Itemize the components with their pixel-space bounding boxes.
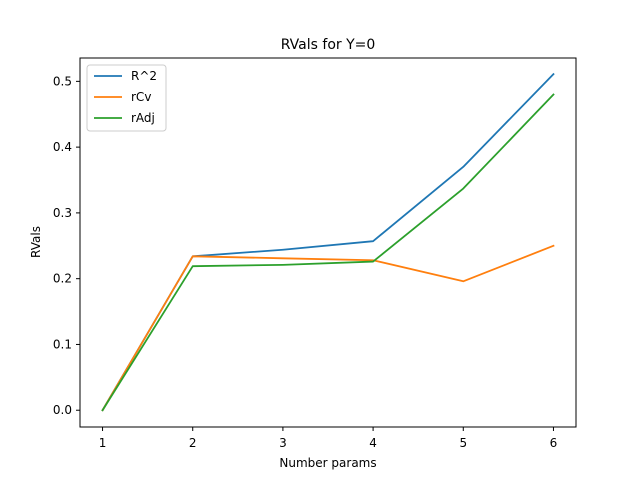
x-tick-label: 4 <box>369 436 377 450</box>
chart-title: RVals for Y=0 <box>281 37 376 53</box>
legend-label: rAdj <box>131 111 155 125</box>
x-tick-label: 5 <box>459 436 467 450</box>
legend-box <box>86 64 167 132</box>
legend-label: rCv <box>131 90 151 104</box>
y-tick-label: 0.2 <box>53 272 72 286</box>
series-line-rcv <box>101 244 555 412</box>
y-tick-label: 0.1 <box>53 337 72 351</box>
y-tick-label: 0.3 <box>53 206 72 220</box>
y-tick-label: 0.0 <box>53 403 72 417</box>
x-axis: 1 2 3 4 5 6 <box>99 427 558 450</box>
x-tick-label: 3 <box>279 436 287 450</box>
y-tick-label: 0.4 <box>53 140 72 154</box>
legend-label: R^2 <box>131 69 157 83</box>
y-axis-label: RVals <box>29 226 43 258</box>
legend: R^2 rCv rAdj <box>86 64 167 132</box>
series-lines <box>101 72 555 412</box>
plot-area <box>79 57 577 428</box>
y-axis: 0.0 0.1 0.2 0.3 0.4 0.5 <box>53 74 80 417</box>
x-axis-label: Number params <box>279 456 376 470</box>
y-tick-label: 0.5 <box>53 74 72 88</box>
x-tick-label: 1 <box>99 436 107 450</box>
series-line-radj <box>101 93 555 412</box>
x-tick-label: 6 <box>550 436 558 450</box>
x-tick-label: 2 <box>189 436 197 450</box>
